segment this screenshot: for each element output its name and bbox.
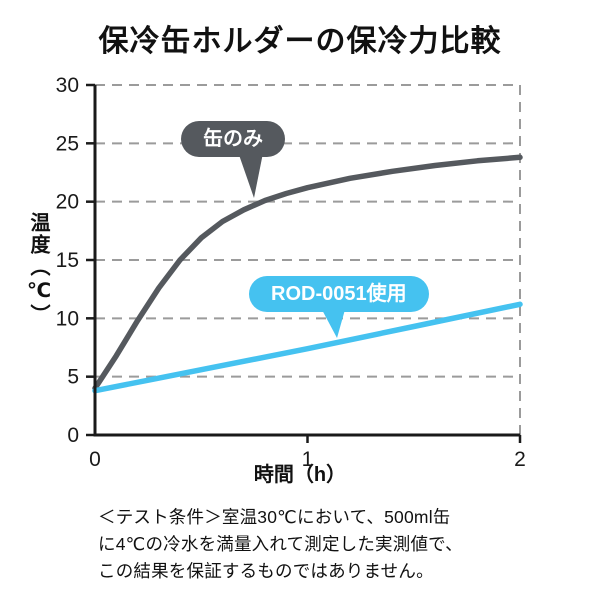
series-line-0	[92, 154, 523, 392]
chart-svg: 0 5 10 15 20 25 30 0 1 2	[56, 74, 526, 471]
test-conditions-note: ＜テスト条件＞室温30℃において、500ml缶 に4℃の冷水を満量入れて測定した…	[98, 504, 558, 585]
y-axis-label: 温度（℃）	[27, 212, 49, 326]
y-tick-label: 20	[56, 191, 79, 214]
chart-title: 保冷缶ホルダーの保冷力比較	[98, 25, 502, 58]
x-tick-label: 1	[302, 448, 314, 471]
y-tick-label: 15	[56, 249, 79, 272]
callout-can-only: 缶のみ	[181, 121, 285, 157]
note-line-2: に4℃の冷水を満量入れて測定した実測値で、	[98, 534, 463, 555]
x-tick-label: 0	[89, 448, 101, 471]
callout-rod-0051-label: ROD-0051使用	[271, 283, 407, 305]
y-tick-label: 0	[67, 424, 79, 447]
y-tick-label: 30	[56, 74, 79, 97]
y-tick-label: 5	[67, 366, 79, 389]
x-axis-label: 時間（h）	[253, 464, 347, 486]
callout-can-only-label: 缶のみ	[203, 128, 263, 150]
callout-rod-0051-tail	[320, 306, 346, 338]
y-tick-label: 10	[56, 307, 79, 330]
note-line-1: ＜テスト条件＞室温30℃において、500ml缶	[98, 507, 451, 527]
series-line-1	[92, 301, 523, 394]
x-tick-label: 2	[514, 448, 526, 471]
callout-rod-0051: ROD-0051使用	[249, 276, 429, 312]
callout-can-only-tail	[238, 148, 264, 198]
y-tick-label: 25	[56, 132, 79, 155]
note-line-3: この結果を保証するものではありません。	[98, 561, 434, 582]
